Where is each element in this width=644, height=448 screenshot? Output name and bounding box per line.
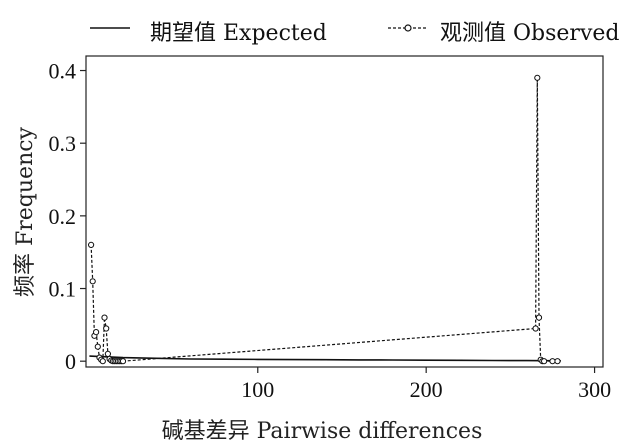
observed-point [93,329,100,336]
observed-point [532,325,539,332]
series-line-expected [89,355,561,362]
observed-point [104,350,112,357]
observed-point [99,358,106,365]
observed-point [103,325,110,332]
observed-point [535,314,543,321]
observed-point [94,343,101,350]
y-tick-label: 0.4 [49,59,77,84]
series-layer [88,74,561,365]
observed-point [554,358,561,365]
x-tick-label: 100 [241,377,274,402]
y-tick-label: 0.1 [49,277,77,302]
observed-point [89,278,96,285]
x-tick-label: 200 [410,377,443,402]
x-axis-label: 碱基差异 Pairwise differences [162,419,483,444]
plot-frame [85,55,604,368]
observed-point [541,358,548,365]
observed-point [534,74,541,81]
legend-observed-label: 观测值 Observed [440,21,619,46]
observed-point [101,314,108,321]
y-tick-label: 0 [65,349,76,374]
y-tick-label: 0.2 [49,204,77,229]
observed-point [88,241,95,248]
y-axis: 0 0.1 0.2 0.3 0.4 [49,59,86,374]
series-line-observed [90,77,558,363]
legend-observed-marker [404,24,412,32]
legend-expected-label: 期望值 Expected [150,21,327,46]
legend: 期望值 Expected 观测值 Observed [90,21,619,46]
observed-point [549,358,556,365]
observed-point [119,358,127,365]
y-axis-label: 频率 Frequency [13,126,38,297]
y-tick-label: 0.3 [49,131,77,156]
x-tick-label: 300 [578,377,611,402]
x-axis: 100 200 300 [241,367,611,402]
